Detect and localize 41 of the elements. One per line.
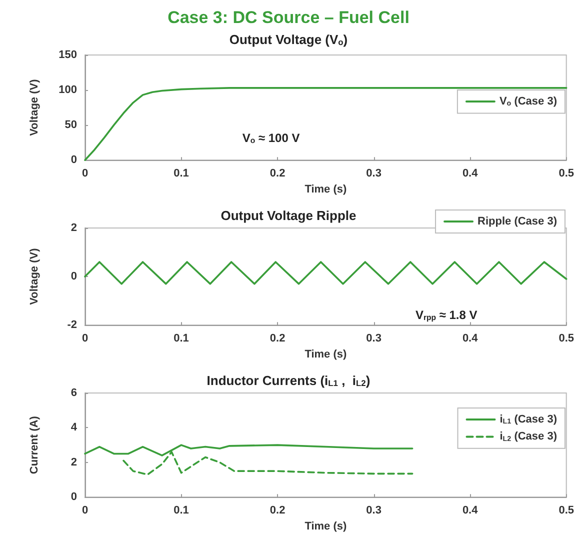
x-tick-label: 0 [82, 168, 88, 180]
x-tick-label: 0.5 [558, 504, 574, 517]
x-tick-label: 0 [82, 332, 88, 345]
y-axis-title: Current (A) [28, 416, 40, 474]
chart-title: Case 3: DC Source – Fuel Cell [168, 8, 410, 27]
x-tick-label: 0.3 [366, 332, 382, 345]
chart-title: Output Voltage Ripple [220, 208, 356, 223]
x-tick-label: 0.2 [270, 332, 286, 345]
x-tick-label: 0.4 [462, 168, 479, 180]
x-axis-title: Time (s) [304, 520, 347, 532]
y-axis-title: Voltage (V) [28, 78, 40, 136]
x-tick-label: 0.1 [174, 168, 189, 180]
y-tick-label: 6 [70, 387, 77, 399]
x-tick-label: 0.5 [558, 168, 574, 180]
y-tick-label: 50 [64, 119, 77, 132]
x-tick-label: 0.5 [558, 332, 574, 345]
y-tick-label: 2 [70, 222, 77, 234]
chart-subtitle: Output Voltage (Vo) [229, 32, 348, 48]
y-tick-label: 0 [70, 270, 77, 283]
y-tick-label: -2 [67, 319, 77, 332]
y-tick-label: 0 [70, 491, 77, 504]
x-tick-label: 0.4 [462, 504, 479, 517]
line-series [84, 261, 568, 285]
x-tick-label: 0.1 [174, 504, 189, 517]
x-axis-title: Time (s) [304, 184, 347, 196]
y-tick-label: 2 [70, 456, 77, 468]
x-tick-label: 0.2 [270, 168, 286, 180]
legend-label: Ripple (Case 3) [478, 216, 558, 228]
x-tick-label: 0.3 [366, 504, 382, 517]
x-tick-label: 0.1 [174, 332, 189, 345]
x-tick-label: 0 [82, 504, 88, 517]
x-tick-label: 0.4 [462, 332, 479, 345]
chart-title: Inductor Currents (iL1 , iL2) [206, 373, 370, 388]
x-tick-label: 0.3 [366, 168, 382, 180]
x-axis-title: Time (s) [304, 348, 347, 360]
y-tick-label: 150 [58, 49, 77, 61]
y-axis-title: Voltage (V) [28, 248, 40, 305]
y-tick-label: 4 [70, 422, 78, 434]
y-tick-label: 100 [58, 84, 77, 96]
y-tick-label: 0 [70, 154, 77, 166]
x-tick-label: 0.2 [270, 504, 286, 517]
